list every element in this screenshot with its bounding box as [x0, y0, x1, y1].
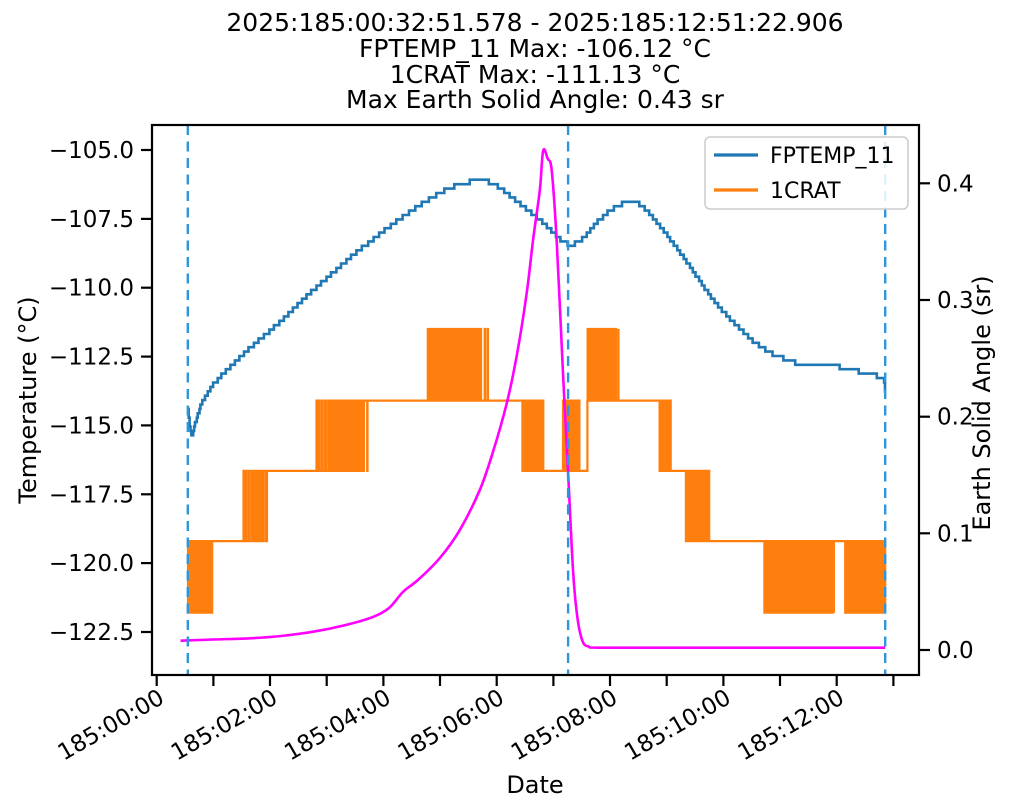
y-right-tick-label: 0.2: [937, 405, 974, 431]
title-fptemp-max: FPTEMP_11 Max: -106.12 °C: [359, 34, 711, 63]
plot-area: [150, 123, 921, 677]
title-1crat-max: 1CRAT Max: -111.13 °C: [390, 60, 681, 89]
legend: FPTEMP_11 1CRAT: [704, 136, 909, 210]
x-tick-label: 185:12:00: [734, 685, 849, 766]
x-tick-label: 185:00:00: [54, 685, 169, 766]
y-right-tick-label: 0.3: [937, 288, 974, 314]
legend-label-fptemp: FPTEMP_11: [770, 144, 895, 169]
title-max-solid-angle: Max Earth Solid Angle: 0.43 sr: [346, 85, 725, 114]
crat-series-line: [186, 327, 887, 614]
y-left-tick-label: −120.0: [49, 551, 134, 577]
y-right-tick-label: 0.4: [937, 171, 974, 197]
x-tick-label: 185:08:00: [507, 685, 622, 766]
y-left-tick-label: −107.5: [49, 207, 134, 233]
solid-angle-line: [180, 147, 886, 650]
title-block: 2025:185:00:32:51.578 - 2025:185:12:51:2…: [226, 8, 843, 114]
y-left-tick-label: −105.0: [49, 138, 134, 164]
title-time-range: 2025:185:00:32:51.578 - 2025:185:12:51:2…: [226, 8, 843, 37]
x-tick-label: 185:10:00: [620, 685, 735, 766]
x-axis-label: Date: [506, 771, 563, 799]
x-tick-label: 185:06:00: [394, 685, 509, 766]
y-right-tick-label: 0.0: [937, 638, 974, 664]
y-left-tick-label: −110.0: [49, 276, 134, 302]
x-tick-label: 185:04:00: [280, 685, 395, 766]
x-tick-label: 185:02:00: [167, 685, 282, 766]
legend-label-1crat: 1CRAT: [770, 179, 841, 204]
plot-curves: [180, 147, 887, 650]
y-right-axis-label: Earth Solid Angle (sr): [968, 275, 996, 530]
fptemp-series-line: [187, 178, 887, 437]
y-left-tick-label: −117.5: [49, 482, 134, 508]
y-right-tick-label: 0.1: [937, 521, 974, 547]
y-left-tick-label: −112.5: [49, 345, 134, 371]
y-left-axis-label: Temperature (°C): [14, 296, 42, 504]
y-left-tick-label: −122.5: [49, 620, 134, 646]
event-lines: [186, 125, 887, 675]
y-left-tick-label: −115.0: [49, 413, 134, 439]
